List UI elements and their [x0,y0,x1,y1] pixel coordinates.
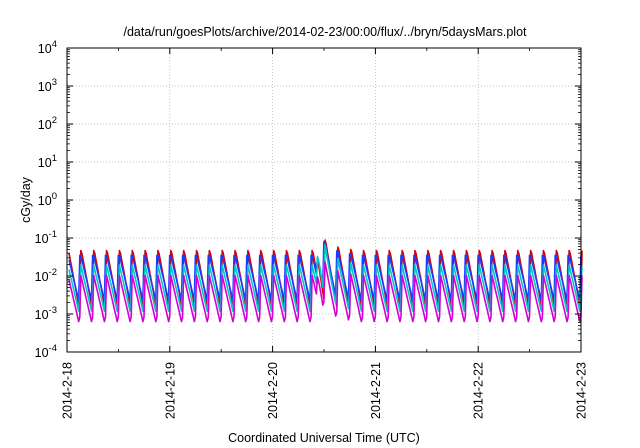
y-tick-label: 104 [38,39,57,56]
y-tick-label-base: 10 [35,346,49,360]
y-tick-label-base: 10 [38,118,52,132]
y-tick-label-exponent: -2 [49,267,57,278]
y-tick-label: 102 [38,115,57,132]
y-tick-label: 10-4 [35,343,57,360]
y-axis-label: cGy/day [19,176,33,223]
y-tick-label: 101 [38,153,57,170]
y-tick-label-exponent: 0 [52,191,57,202]
y-tick-label: 103 [38,77,57,94]
chart-title: /data/run/goesPlots/archive/2014-02-23/0… [123,25,527,39]
y-tick-label-base: 10 [35,232,49,246]
y-tick-label-base: 10 [35,308,49,322]
x-tick-label: 2014-2-19 [163,362,177,419]
x-axis-label: Coordinated Universal Time (UTC) [228,431,420,445]
y-tick-label-base: 10 [38,80,52,94]
series-line [68,260,583,323]
axis-ticks [66,47,582,353]
y-tick-label-exponent: -1 [49,229,57,240]
x-tick-labels: 2014-2-18 2014-2-19 2014-2-20 2014-2-21 2014… [61,362,589,419]
y-tick-label: 10-3 [35,305,57,322]
y-tick-label-base: 10 [38,42,52,56]
y-tick-label-exponent: 1 [52,153,57,164]
y-tick-label: 100 [38,191,57,208]
y-tick-label-exponent: -3 [49,305,57,316]
series-line [68,244,583,312]
y-tick-label-base: 10 [38,156,52,170]
y-tick-label-exponent: 3 [52,77,57,88]
x-tick-label: 2014-2-23 [575,362,589,419]
x-tick-label: 2014-2-21 [369,362,383,419]
series-group [68,239,583,323]
y-tick-label-exponent: -4 [49,343,57,354]
y-tick-label-exponent: 2 [52,115,57,126]
x-tick-label: 2014-2-20 [266,362,280,419]
y-tick-label-base: 10 [38,194,52,208]
x-tick-label: 2014-2-22 [472,362,486,419]
y-tick-label: 10-2 [35,267,57,284]
y-tick-label: 10-1 [35,229,57,246]
y-tick-label-base: 10 [35,270,49,284]
x-tick-label: 2014-2-18 [61,362,75,419]
y-tick-label-exponent: 4 [52,39,57,50]
